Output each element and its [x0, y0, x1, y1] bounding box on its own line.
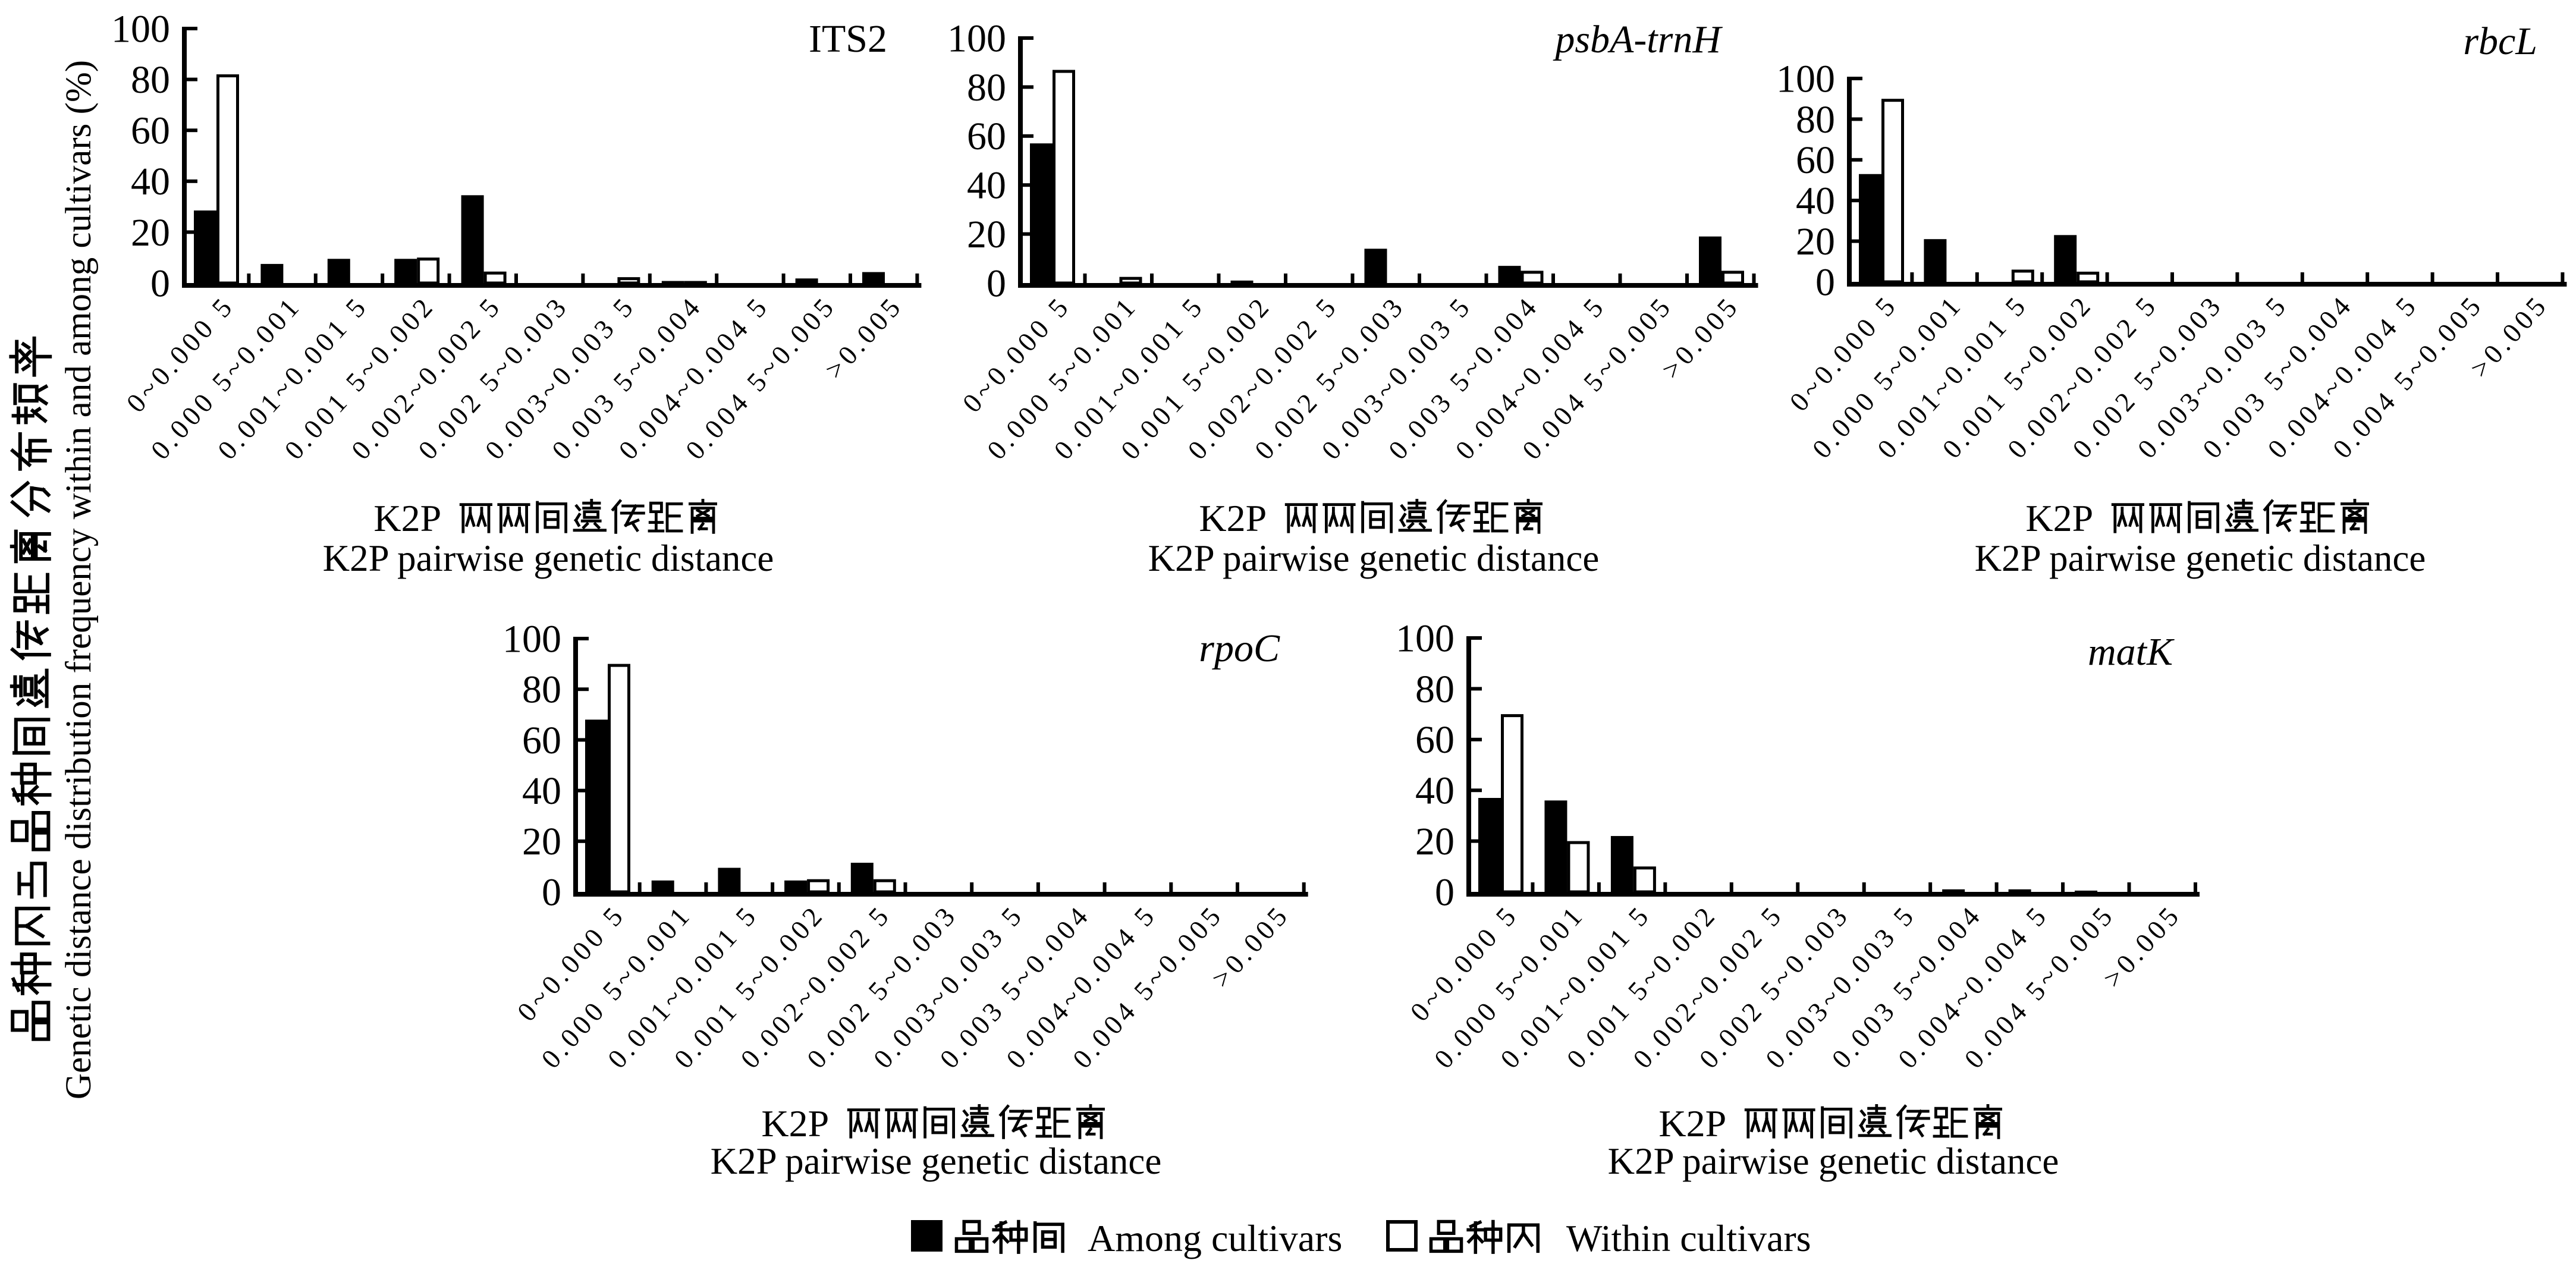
- svg-text:ITS2: ITS2: [809, 17, 887, 61]
- svg-text:100: 100: [947, 17, 1006, 60]
- svg-text:40: 40: [967, 164, 1006, 208]
- svg-text:20: 20: [1415, 820, 1455, 863]
- svg-text:matK: matK: [2088, 630, 2175, 674]
- svg-text:20: 20: [522, 820, 561, 863]
- svg-text:rpoC: rpoC: [1199, 627, 1280, 670]
- svg-text:0: 0: [1435, 870, 1455, 914]
- svg-text:K2P: K2P: [373, 497, 441, 539]
- svg-text:Among cultivars: Among cultivars: [1088, 1217, 1342, 1259]
- svg-text:K2P: K2P: [1199, 497, 1267, 539]
- svg-text:K2P pairwise genetic distance: K2P pairwise genetic distance: [1148, 538, 1600, 579]
- svg-text:K2P: K2P: [1658, 1102, 1726, 1145]
- svg-text:60: 60: [1796, 139, 1835, 182]
- svg-text:60: 60: [522, 719, 561, 762]
- svg-text:100: 100: [502, 617, 561, 661]
- svg-text:K2P: K2P: [761, 1102, 829, 1145]
- svg-text:K2P pairwise genetic distance: K2P pairwise genetic distance: [1608, 1140, 2059, 1182]
- svg-text:rbcL: rbcL: [2463, 20, 2537, 63]
- svg-text:40: 40: [131, 160, 170, 203]
- svg-text:100: 100: [1776, 57, 1835, 100]
- svg-text:K2P pairwise genetic distance: K2P pairwise genetic distance: [711, 1140, 1162, 1182]
- svg-text:60: 60: [967, 115, 1006, 158]
- svg-text:Within cultivars: Within cultivars: [1566, 1217, 1811, 1259]
- svg-text:80: 80: [1415, 668, 1455, 711]
- svg-text:K2P: K2P: [2025, 497, 2093, 539]
- svg-text:psbA-trnH: psbA-trnH: [1553, 18, 1723, 61]
- svg-text:100: 100: [1396, 617, 1455, 660]
- svg-text:0: 0: [1815, 260, 1835, 304]
- svg-text:100: 100: [111, 7, 170, 51]
- svg-text:40: 40: [1796, 180, 1835, 223]
- svg-text:0: 0: [542, 870, 561, 914]
- svg-text:20: 20: [967, 213, 1006, 256]
- svg-text:40: 40: [522, 769, 561, 813]
- svg-text:20: 20: [1796, 220, 1835, 263]
- svg-text:80: 80: [522, 668, 561, 712]
- svg-text:80: 80: [131, 58, 170, 102]
- svg-text:K2P pairwise genetic distance: K2P pairwise genetic distance: [1975, 538, 2426, 579]
- svg-text:40: 40: [1415, 769, 1455, 813]
- svg-text:80: 80: [967, 66, 1006, 109]
- svg-text:60: 60: [131, 109, 170, 153]
- svg-text:0: 0: [987, 262, 1006, 305]
- svg-text:60: 60: [1415, 718, 1455, 762]
- svg-text:Genetic distance distribution: Genetic distance distribution frequency …: [59, 60, 99, 1099]
- svg-text:K2P pairwise genetic distance: K2P pairwise genetic distance: [323, 538, 774, 579]
- svg-text:20: 20: [131, 211, 170, 254]
- svg-text:80: 80: [1796, 98, 1835, 142]
- svg-text:0: 0: [150, 262, 170, 305]
